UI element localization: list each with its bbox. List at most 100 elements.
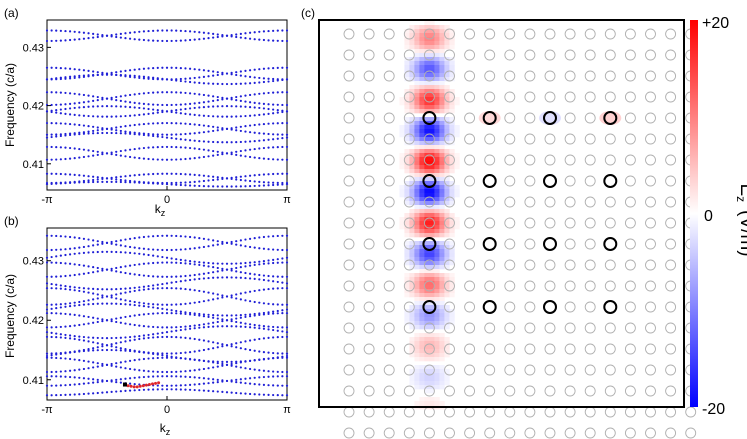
field-cell-617 [419, 281, 425, 286]
band-point-b-6-9 [87, 299, 90, 302]
band-point-b-17-9 [87, 382, 90, 385]
band-point-b-3-38 [221, 267, 224, 270]
band-point-b-3-49 [272, 275, 275, 278]
band-point-a-8-29 [179, 108, 182, 111]
field-cell-754 [419, 349, 425, 354]
band-point-a-15-15 [115, 178, 118, 181]
band-point-b-13-2 [55, 336, 58, 339]
band-point-b-5-48 [267, 279, 270, 282]
band-point-b-10-26 [165, 326, 169, 329]
band-point-b-6-11 [96, 297, 99, 300]
band-point-a-9-43 [244, 130, 247, 133]
rod-r5-c3 [403, 133, 415, 145]
field-cell-435 [419, 201, 425, 206]
field-cell-494 [419, 225, 425, 230]
band-point-b-3-23 [152, 261, 155, 265]
field-cell-313 [454, 153, 460, 158]
field-cell-596 [414, 273, 420, 278]
band-point-a-13-36 [212, 154, 215, 157]
field-cell-510 [444, 229, 450, 234]
field-cell-131 [449, 77, 455, 82]
band-point-a-16-34 [202, 184, 206, 188]
field-cell-422 [404, 197, 410, 202]
band-point-b-3-32 [193, 263, 196, 266]
band-point-a-14-46 [258, 180, 261, 183]
band-point-b-2-34 [202, 261, 206, 264]
band-point-b-1-0 [45, 234, 49, 237]
field-cell-28 [444, 33, 450, 38]
field-cell-514 [414, 233, 420, 238]
band-point-b-16-11 [96, 362, 99, 365]
band-point-a-4-44 [248, 82, 252, 85]
rod-r18-c16 [665, 406, 677, 418]
band-point-b-17-25 [161, 375, 164, 378]
band-point-a-1-23 [152, 39, 155, 42]
band-point-a-8-25 [161, 110, 164, 114]
field-cell-801 [434, 377, 440, 382]
band-point-a-15-3 [59, 172, 62, 176]
field-cell-289 [429, 145, 435, 150]
field-cell-511 [449, 229, 455, 234]
band-point-b-0-34 [202, 237, 206, 240]
rod-r6-c0 [343, 154, 355, 166]
band-point-b-4-28 [175, 275, 178, 278]
field-cell-753 [414, 349, 420, 354]
band-point-b-12-37 [216, 342, 219, 345]
field-cell-823 [434, 397, 440, 402]
band-point-a-12-52 [285, 158, 289, 161]
field-cell-687 [419, 313, 425, 318]
band-point-b-6-4 [64, 302, 67, 305]
band-point-b-10-17 [124, 322, 127, 325]
band-point-b-4-35 [207, 271, 210, 275]
field-cell-116 [424, 73, 430, 78]
band-point-a-6-51 [281, 91, 284, 94]
band-point-b-16-4 [64, 357, 67, 360]
band-point-b-17-52 [285, 384, 289, 387]
band-point-b-4-18 [128, 272, 132, 275]
band-point-b-2-50 [276, 258, 279, 261]
field-cell-292 [404, 149, 410, 154]
rod-r14-c11 [564, 322, 576, 334]
band-point-b-18-46 [258, 376, 261, 379]
band-point-b-1-25 [161, 248, 164, 252]
band-point-b-17-35 [207, 377, 210, 380]
band-point-b-10-23 [152, 325, 155, 329]
field-cell-643 [449, 289, 455, 294]
band-point-a-8-46 [258, 106, 261, 110]
rod-r17-c6 [464, 385, 476, 397]
band-point-a-14-35 [207, 175, 210, 178]
band-point-b-10-44 [248, 315, 252, 318]
band-point-a-10-6 [73, 123, 76, 126]
band-point-b-4-3 [59, 261, 62, 265]
band-point-b-18-45 [253, 376, 256, 379]
band-point-b-15-14 [110, 362, 113, 366]
band-point-a-5-18 [128, 93, 132, 97]
field-cell-655 [419, 297, 425, 302]
band-point-a-13-18 [128, 155, 132, 159]
field-cell-24 [424, 33, 430, 38]
band-point-a-6-25 [161, 103, 164, 107]
band-point-b-17-15 [115, 378, 118, 381]
band-point-a-13-51 [281, 145, 284, 149]
rod-r17-c2 [383, 385, 395, 397]
field-cell-588 [439, 265, 445, 270]
band-point-b-8-30 [184, 311, 187, 314]
band-point-b-13-28 [175, 352, 178, 355]
band-point-a-8-41 [235, 105, 238, 108]
band-point-a-12-22 [147, 146, 150, 149]
band-point-a-6-18 [128, 101, 132, 104]
band-point-a-1-50 [276, 29, 279, 32]
field-cell-161 [429, 93, 435, 98]
band-point-a-6-21 [142, 102, 146, 105]
band-point-a-13-30 [184, 157, 187, 161]
band-point-a-10-23 [152, 133, 155, 136]
band-point-a-0-43 [244, 37, 247, 40]
field-cell-412 [409, 193, 415, 198]
band-point-b-5-44 [248, 277, 252, 280]
band-point-a-4-15 [115, 73, 118, 76]
band-point-b-6-35 [207, 291, 210, 294]
highlight-point-8 [150, 382, 154, 386]
field-cell-772 [434, 357, 440, 362]
field-cell-89 [439, 61, 445, 66]
field-cell-571 [449, 257, 455, 262]
